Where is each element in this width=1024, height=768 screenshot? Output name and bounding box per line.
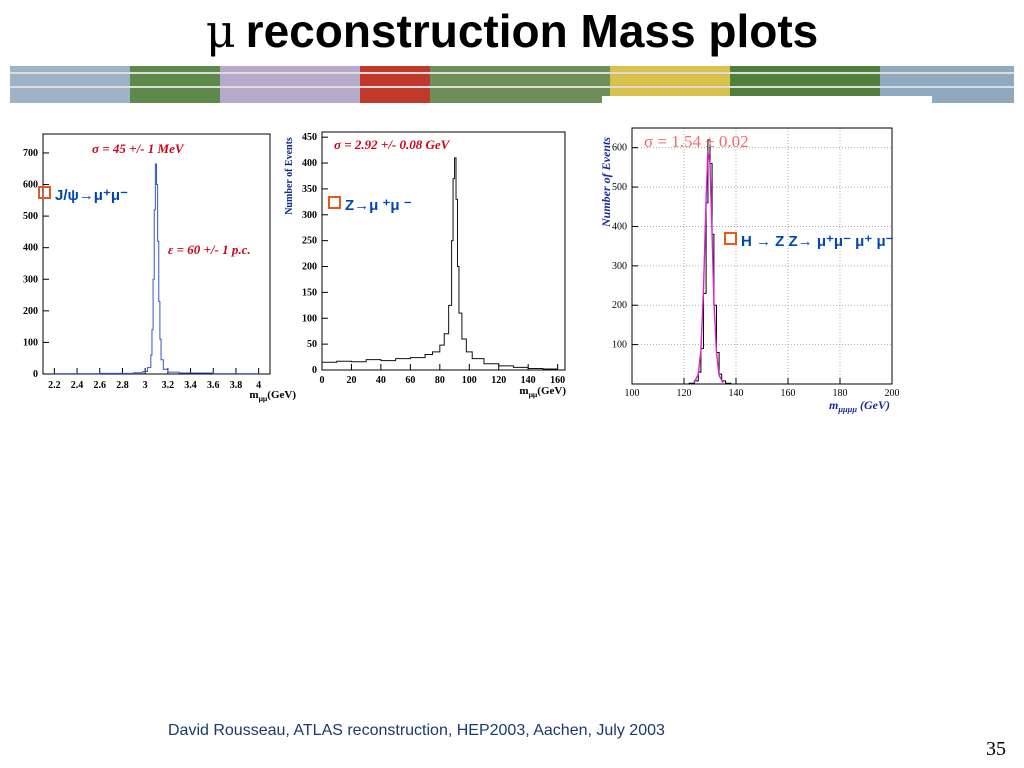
y-tick-label: 100	[302, 313, 317, 324]
plot-z: 0 20 40 60 80 100 120 140 160 0 50 100 150 200 250 300 3…	[282, 126, 572, 408]
y-tick-label: 0	[33, 369, 38, 380]
x-axis-label: mμμ(GeV)	[249, 389, 296, 403]
y-tick-label: 300	[23, 274, 38, 285]
x-tick-label: 120	[677, 388, 692, 399]
bullet-box-icon	[328, 196, 341, 209]
y-tick-label: 150	[302, 287, 317, 298]
x-tick-label: 100	[462, 375, 477, 386]
higgs-chart: 100 120 140 160 180 200 100 200 300 400 500 600 mμμμ…	[599, 127, 900, 414]
y-tick-label: 100	[612, 340, 627, 351]
x-tick-label: 0	[320, 375, 325, 386]
y-tick-label: 500	[23, 211, 38, 222]
y-tick-label: 350	[302, 184, 317, 195]
y-tick-label: 200	[612, 300, 627, 311]
x-tick-label: 140	[521, 375, 536, 386]
z-chart: 0 20 40 60 80 100 120 140 160 0 50 100 150 200 250 300 3…	[284, 131, 566, 399]
data-series-line	[322, 157, 558, 370]
x-tick-label: 3.4	[184, 380, 197, 391]
jpsi-chart: 2.2 2.4 2.6 2.8 3 3.2 3.4 3.6 3.8 4 0 100 200 300 400 5…	[23, 133, 296, 403]
higgs-sigma-annotation: σ = 1.54 ± 0.02	[644, 132, 749, 151]
x-tick-label: 120	[491, 375, 506, 386]
y-tick-label: 200	[23, 306, 38, 317]
title-mu-symbol: μ	[205, 4, 236, 58]
atlas-detector-banner-image	[10, 66, 1014, 103]
plot-frame	[321, 131, 566, 371]
y-tick-label: 400	[23, 243, 38, 254]
x-tick-label: 160	[550, 375, 565, 386]
y-tick-label: 200	[302, 262, 317, 273]
y-tick-label: 250	[302, 236, 317, 247]
footer-credit: David Rousseau, ATLAS reconstruction, HE…	[168, 722, 665, 739]
x-tick-label: 140	[729, 388, 744, 399]
data-series-line	[678, 139, 732, 385]
higgs-process-label: H → Z Z→ μ⁺μ⁻ μ⁺ μ⁻	[724, 232, 894, 250]
bullet-box-icon	[38, 186, 51, 199]
y-axis-label: Number of Events	[284, 137, 295, 215]
x-tick-label: 100	[625, 388, 640, 399]
y-tick-label: 0	[312, 365, 317, 376]
y-tick-label: 100	[23, 337, 38, 348]
page-number: 35	[986, 738, 1006, 760]
x-tick-label: 200	[885, 388, 900, 399]
y-tick-label: 600	[23, 180, 38, 191]
y-tick-label: 700	[23, 148, 38, 159]
x-tick-label: 40	[376, 375, 386, 386]
x-tick-label: 60	[405, 375, 415, 386]
jpsi-efficiency-annotation: ε = 60 +/- 1 p.c.	[168, 242, 251, 257]
z-process-label: Z→μ ⁺μ ⁻	[328, 196, 412, 214]
x-tick-label: 20	[346, 375, 356, 386]
x-tick-label: 180	[833, 388, 848, 399]
x-tick-label: 2.2	[48, 380, 61, 391]
y-tick-label: 400	[612, 221, 627, 232]
jpsi-process-label: J/ψ→μ⁺μ⁻	[38, 186, 128, 204]
plot-frame	[631, 127, 893, 385]
x-tick-label: 3.6	[207, 380, 220, 391]
slide-title: μ reconstruction Mass plots	[0, 0, 1024, 62]
data-series-line	[54, 163, 260, 375]
x-axis-label: mμμμμ (GeV)	[829, 398, 890, 414]
y-tick-label: 600	[612, 143, 627, 154]
plot-frame	[42, 133, 271, 375]
x-tick-label: 2.8	[116, 380, 129, 391]
x-tick-label: 3.8	[230, 380, 243, 391]
x-tick-label: 160	[781, 388, 796, 399]
y-tick-label: 300	[612, 261, 627, 272]
y-tick-label: 300	[302, 210, 317, 221]
x-tick-label: 2.4	[71, 380, 84, 391]
x-axis-label: mμμ(GeV)	[519, 385, 566, 399]
bullet-box-icon	[724, 232, 737, 245]
plot-jpsi: 2.2 2.4 2.6 2.8 3 3.2 3.4 3.6 3.8 4 0 100 200 300 400 5…	[10, 128, 300, 408]
y-tick-label: 500	[612, 182, 627, 193]
y-axis-label: Number of Events	[599, 137, 613, 228]
plot-higgs: 100 120 140 160 180 200 100 200 300 400 500 600 mμμμ…	[596, 122, 906, 422]
x-tick-label: 80	[435, 375, 445, 386]
y-tick-label: 400	[302, 158, 317, 169]
y-tick-label: 50	[307, 339, 317, 350]
title-text: reconstruction Mass plots	[245, 5, 819, 57]
x-tick-label: 3	[143, 380, 148, 391]
z-sigma-annotation: σ = 2.92 +/- 0.08 GeV	[334, 137, 450, 152]
x-tick-label: 4	[256, 380, 261, 391]
x-tick-label: 2.6	[94, 380, 107, 391]
jpsi-sigma-annotation: σ = 45 +/- 1 MeV	[92, 141, 184, 156]
x-tick-label: 3.2	[162, 380, 175, 391]
y-tick-label: 450	[302, 132, 317, 143]
fit-curve	[693, 151, 724, 384]
